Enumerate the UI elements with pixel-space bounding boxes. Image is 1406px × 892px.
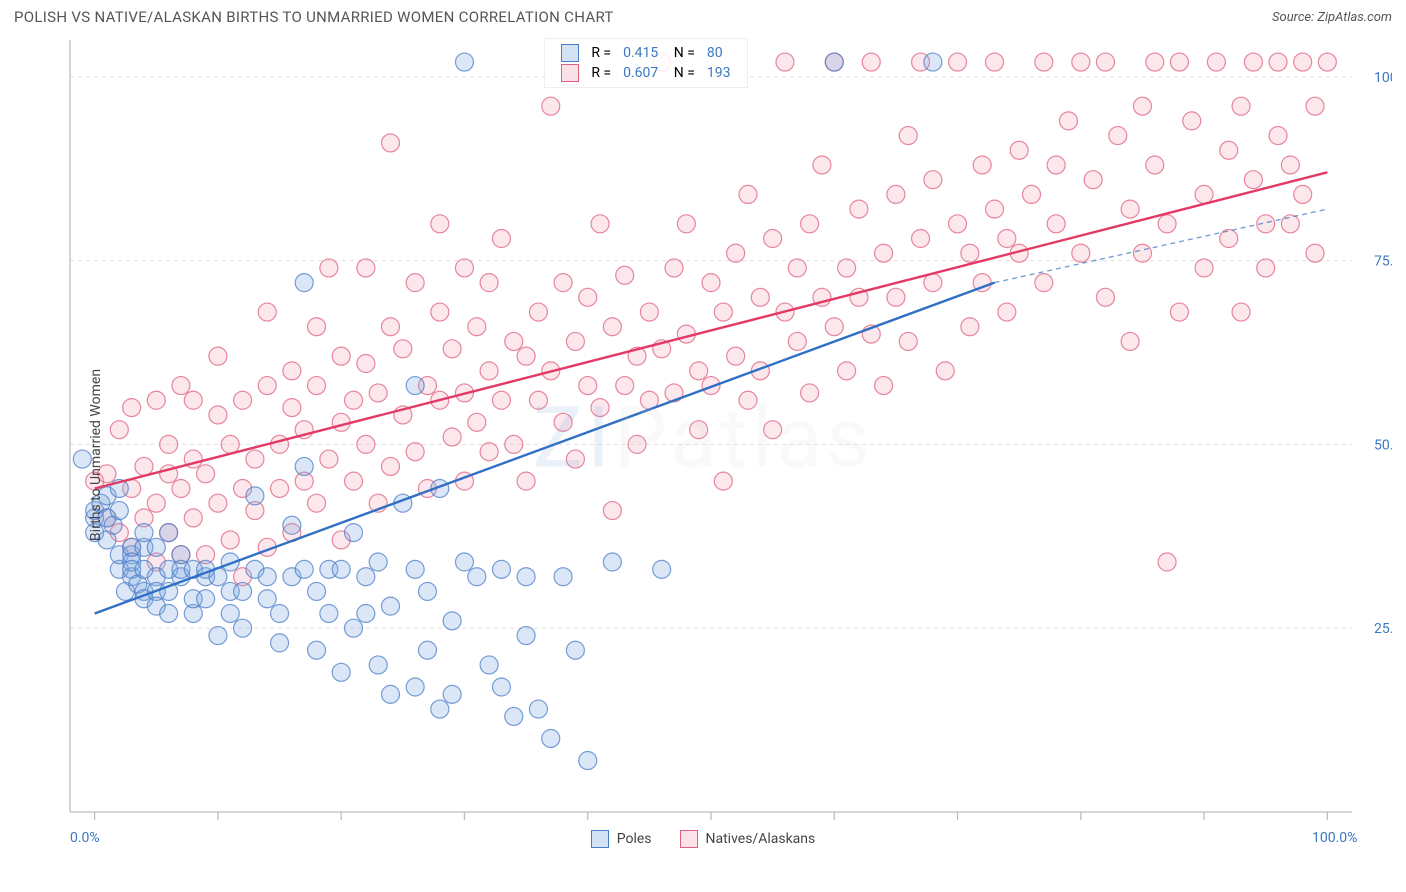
svg-text:100.0%: 100.0% (1374, 70, 1392, 86)
correlation-legend: R =0.415 N =80R =0.607 N =193 (544, 38, 747, 88)
x-axis-max-label: 100.0% (1312, 830, 1357, 846)
chart-container: Births to Unmarried Women 25.0% 50.0% 75.0… (14, 32, 1392, 878)
legend-item-poles: Poles (591, 830, 652, 848)
source-label: Source: ZipAtlas.com (1272, 10, 1392, 25)
series-legend: Poles Natives/Alaskans (14, 830, 1392, 848)
svg-text:75.0%: 75.0% (1374, 254, 1392, 270)
svg-text:50.0%: 50.0% (1374, 437, 1392, 453)
legend-item-natives: Natives/Alaskans (680, 830, 816, 848)
x-axis-min-label: 0.0% (70, 830, 100, 846)
chart-title: POLISH VS NATIVE/ALASKAN BIRTHS TO UNMAR… (14, 8, 614, 26)
y-axis-label: Births to Unmarried Women (88, 369, 104, 541)
scatter-chart: 25.0% 50.0% 75.0% 100.0% (14, 32, 1392, 878)
svg-text:25.0%: 25.0% (1374, 621, 1392, 637)
